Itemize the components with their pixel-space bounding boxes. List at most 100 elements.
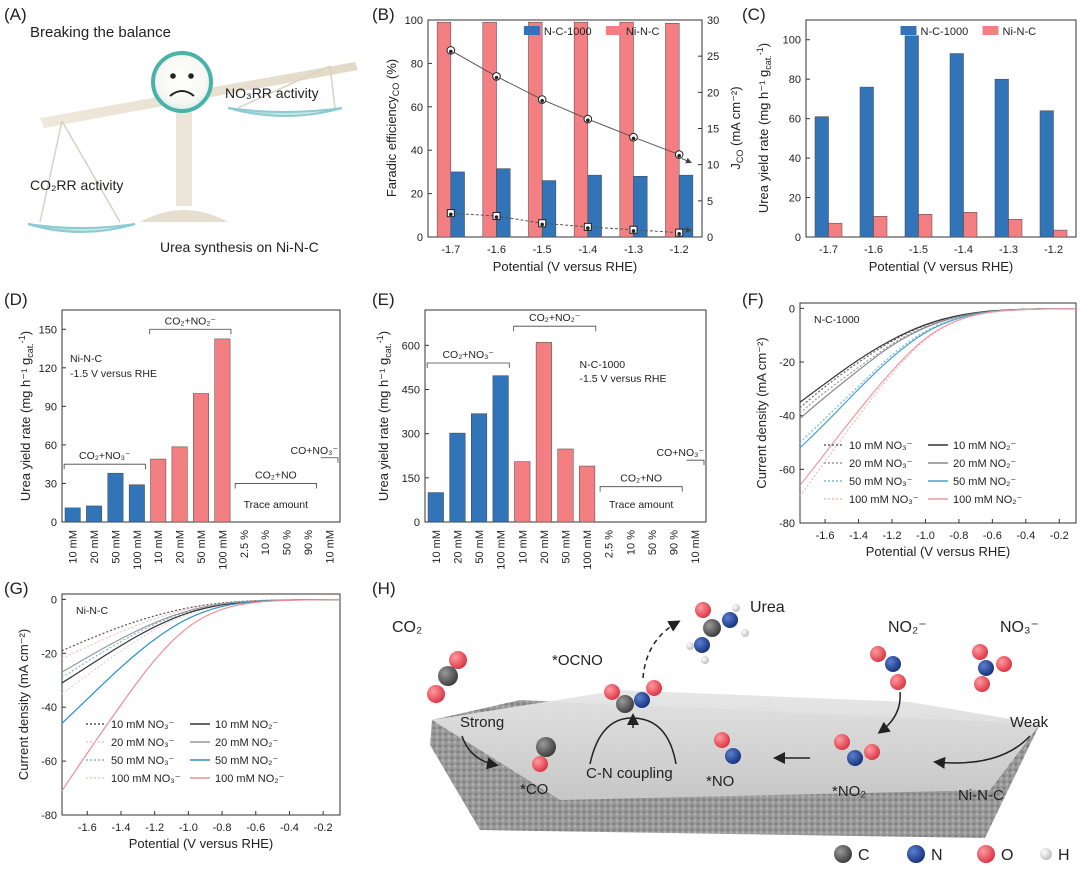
bar [427,492,444,523]
plot-frame [427,19,703,238]
x-tick-label: -1.6 [864,244,883,256]
x-tick-label: 2.5 % [239,530,251,558]
bar [492,375,509,523]
legend-label: 10 mM NO₃⁻ [111,719,175,731]
x-tick-label: 10 mM [431,530,443,564]
lsv-curve [61,599,340,792]
group-label: CO₂+NO₃⁻ [442,349,494,361]
legend-swatch [605,26,622,35]
legend-swatch [982,26,999,35]
legend-c-label: C [858,847,870,864]
x-tick-label: -1.2 [145,822,164,834]
y-tick-label: -80 [41,810,57,822]
ocno-n-atom [634,692,650,708]
y-tick-label: 60 [789,114,801,126]
panel-g-chart: 0 -20 -40 -60 -80 -1.6 -1.4 -1.2 -1.0 -0.8 -0.6 -0.… [16,593,341,851]
x-tick-label: 10 mM [324,530,336,564]
y2-tick-label: 10 [707,160,719,172]
no3-o-atom [996,656,1012,672]
weak-arrow [933,735,1031,769]
y-tick-label: 60 [411,102,423,114]
y-axis-title: Current density (mA cm⁻²) [754,337,769,488]
y-axis-title: Current density (mA cm⁻²) [16,629,31,780]
legend-label: 100 mM NO₃⁻ [849,494,919,506]
y2-axis-title: JCO (mA cm⁻²) [728,86,745,169]
sad-face-eye-right [188,73,194,79]
no3-o-atom [972,644,988,660]
group-bracket [426,362,510,368]
x-tick-label: 90 % [669,530,681,555]
urea-h-atom [741,629,749,637]
bar [557,448,574,523]
co2-label: CO₂ [392,619,422,636]
axis-arrow [681,226,692,233]
sad-face-mouth [169,90,195,97]
x-tick-label: -1.6 [487,244,506,256]
y2-tick-label: 0 [707,232,713,244]
legend-h-atom [1040,848,1052,860]
urea-molecule [686,602,749,664]
x-tick-label: 20 mM [175,530,187,564]
panel-a-title: Breaking the balance [30,24,171,41]
balance-base [140,210,228,222]
y2-tick-label: 15 [707,124,719,136]
lsv-curve [799,308,1076,443]
y-tick-label: -20 [779,357,795,369]
x-tick-label: -1.5 [909,244,928,256]
x-tick-label: 10 % [260,530,272,555]
bar [665,23,680,238]
bar [619,21,634,238]
x-tick-label: 50 % [282,530,294,555]
no2-n-atom [885,656,901,672]
y-tick-label: -20 [41,648,57,660]
panel-label-b: (B) [372,5,395,24]
lsv-curve [61,599,340,695]
panel-f-chart: 0 -20 -40 -60 -80 -1.6 -1.4 -1.2 -1.0 -0.8 -0.6 -0.… [754,302,1077,559]
x-axis-title: Potential (V versus RHE) [869,259,1014,274]
jco-point-fill [586,226,590,230]
ocno-o-atom [604,684,620,700]
bar [128,484,145,523]
x-tick-label: 20 mM [89,530,101,564]
urea-h-atom [732,604,740,612]
panel-label-a: (A) [4,5,27,24]
urea-h-atom [686,642,694,650]
jco-point-fill [449,49,453,54]
y-tick-label: 0 [789,303,795,315]
y-axis-title: Urea yield rate (mg h⁻¹ gcat.-1) [375,331,393,501]
bar [496,168,511,238]
y-tick-label: 40 [789,153,801,165]
x-tick-label: -1.0 [179,822,198,834]
bar [949,53,964,238]
no2-o-atom [890,674,906,690]
x-tick-label: 2.5 % [604,530,616,558]
bar [573,21,589,238]
y-tick-label: -60 [779,464,795,476]
panel-label-g: (G) [4,579,29,598]
balance-post [176,90,192,206]
panel-label-e: (E) [372,290,395,309]
jco-point-fill [631,229,636,233]
group-label: CO+NO₃⁻ [657,447,705,459]
group-label: CO₂+NO [620,473,662,485]
x-tick-label: 10 mM [517,530,529,564]
bar [193,393,209,523]
bar [633,175,648,238]
weak-label: Weak [1010,714,1049,731]
condition-annotation: N-C-1000 [580,359,626,371]
urea-label: Urea [750,599,785,616]
x-tick-label: -0.8 [949,530,968,542]
bar [450,171,465,238]
panel-a-balance: Breaking the balance NO₃RR activity CO₂R… [27,24,358,255]
bar [1008,218,1023,238]
legend-h-label: H [1058,847,1070,864]
bar [86,505,103,523]
right-pan-string-1 [237,65,331,109]
x-tick-label: -1.4 [954,244,973,256]
condition-annotation: -1.5 V versus RHE [580,373,667,385]
bar [963,212,978,238]
x-tick-label: -0.8 [213,822,232,834]
jco-point-fill [540,222,544,227]
urea-o-atom [695,602,711,618]
